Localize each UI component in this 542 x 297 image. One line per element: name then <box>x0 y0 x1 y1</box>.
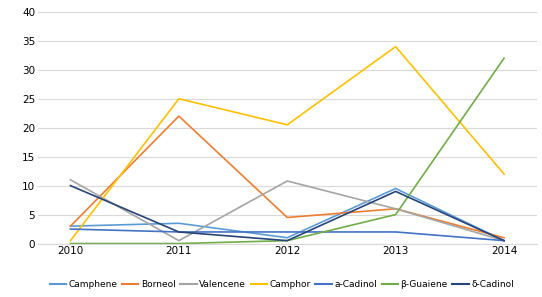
Borneol <box>67 225 74 228</box>
δ-Cadinol <box>67 184 74 187</box>
Camphene <box>176 222 182 225</box>
Line: Borneol: Borneol <box>70 116 504 238</box>
Line: a-Cadinol: a-Cadinol <box>70 229 504 241</box>
β-Guaiene <box>284 239 291 242</box>
Borneol <box>176 114 182 118</box>
a-Cadinol <box>501 239 507 242</box>
Borneol <box>392 207 399 211</box>
Camphor <box>67 239 74 242</box>
Camphor <box>501 172 507 176</box>
Valencene <box>501 239 507 242</box>
Camphene <box>392 187 399 190</box>
Valencene <box>67 178 74 182</box>
Line: Camphor: Camphor <box>70 47 504 241</box>
Camphene <box>501 239 507 242</box>
Line: δ-Cadinol: δ-Cadinol <box>70 186 504 241</box>
β-Guaiene <box>67 242 74 245</box>
Borneol <box>501 236 507 239</box>
a-Cadinol <box>176 230 182 234</box>
Line: Camphene: Camphene <box>70 189 504 241</box>
δ-Cadinol <box>176 230 182 234</box>
δ-Cadinol <box>284 239 291 242</box>
Legend: Camphene, Borneol, Valencene, Camphor, a-Cadinol, β-Guaiene, δ-Cadinol: Camphene, Borneol, Valencene, Camphor, a… <box>46 276 518 293</box>
Camphor <box>176 97 182 100</box>
Camphor <box>392 45 399 48</box>
Line: Valencene: Valencene <box>70 180 504 241</box>
β-Guaiene <box>501 56 507 60</box>
δ-Cadinol <box>501 239 507 242</box>
a-Cadinol <box>284 230 291 234</box>
Borneol <box>284 216 291 219</box>
Valencene <box>284 179 291 183</box>
Camphene <box>67 225 74 228</box>
Valencene <box>176 239 182 242</box>
Line: β-Guaiene: β-Guaiene <box>70 58 504 244</box>
Valencene <box>392 207 399 211</box>
Camphene <box>284 236 291 239</box>
a-Cadinol <box>392 230 399 234</box>
Camphor <box>284 123 291 127</box>
δ-Cadinol <box>392 190 399 193</box>
a-Cadinol <box>67 227 74 231</box>
β-Guaiene <box>176 242 182 245</box>
β-Guaiene <box>392 213 399 216</box>
